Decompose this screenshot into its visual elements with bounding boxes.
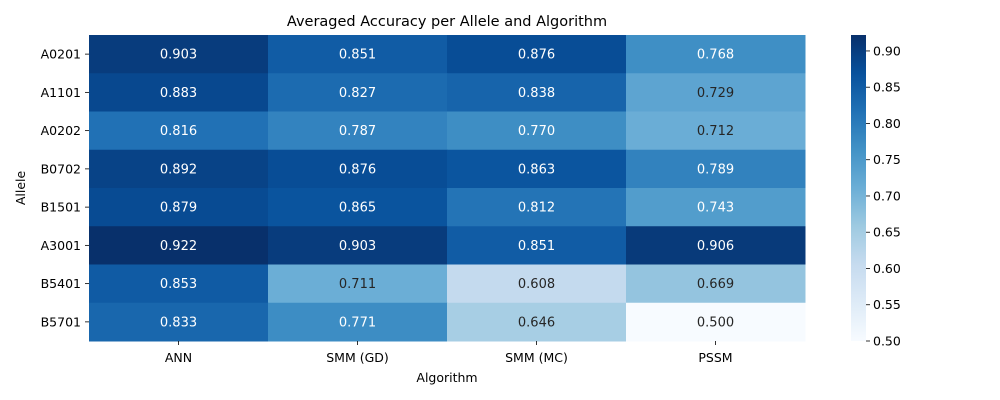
y-tick-label: B5401 bbox=[41, 276, 81, 291]
heatmap-cell bbox=[89, 111, 269, 151]
cell-value-label: 0.787 bbox=[339, 124, 376, 139]
y-tick-label: B0702 bbox=[41, 161, 81, 176]
cell-value-label: 0.770 bbox=[518, 124, 555, 139]
y-tick-label: B1501 bbox=[41, 200, 81, 215]
heatmap-cell bbox=[268, 302, 448, 342]
heatmap-cell bbox=[626, 302, 806, 342]
colorbar: 0.50 0.55 0.60 0.65 0.70 0.75 0.80 0.85 0.90 bbox=[851, 35, 901, 349]
x-tick-label: ANN bbox=[165, 350, 192, 365]
heatmap-cell bbox=[89, 264, 269, 304]
y-tick-label: A3001 bbox=[41, 238, 81, 253]
cell-value-label: 0.865 bbox=[339, 201, 376, 216]
heatmap-cell bbox=[626, 111, 806, 151]
heatmap-cell bbox=[626, 149, 806, 189]
cell-value-label: 0.879 bbox=[160, 201, 197, 216]
heatmap-cell bbox=[626, 264, 806, 304]
heatmap-cell bbox=[89, 149, 269, 189]
heatmap-cell bbox=[268, 188, 448, 227]
cell-value-label: 0.771 bbox=[339, 315, 376, 330]
colorbar-tick-label: 0.50 bbox=[873, 334, 901, 349]
x-tick-label: SMM (GD) bbox=[326, 350, 389, 365]
x-axis: ANN SMM (GD) SMM (MC) PSSM bbox=[165, 341, 733, 365]
heatmap-cell bbox=[268, 226, 448, 265]
heatmap-cell bbox=[268, 111, 448, 151]
heatmap-cell bbox=[447, 302, 627, 342]
colorbar-tick-label: 0.70 bbox=[873, 188, 901, 203]
heatmap-cell bbox=[89, 73, 269, 112]
y-axis-label: Allele bbox=[13, 171, 28, 206]
cell-value-label: 0.669 bbox=[697, 277, 734, 292]
cell-value-label: 0.903 bbox=[339, 239, 376, 254]
cell-value-label: 0.812 bbox=[518, 201, 555, 216]
colorbar-tick-label: 0.80 bbox=[873, 116, 901, 131]
heatmap-cell bbox=[89, 188, 269, 227]
heatmap-cell bbox=[447, 149, 627, 189]
heatmap-cell bbox=[89, 302, 269, 342]
heatmap-cell bbox=[268, 73, 448, 112]
y-tick-label: A0202 bbox=[41, 123, 81, 138]
y-tick-label: A0201 bbox=[41, 47, 81, 62]
cell-value-label: 0.876 bbox=[339, 162, 376, 177]
cell-value-label: 0.500 bbox=[697, 315, 734, 330]
heatmap-cell bbox=[447, 264, 627, 304]
cell-value-label: 0.608 bbox=[518, 277, 555, 292]
cell-value-label: 0.853 bbox=[160, 277, 197, 292]
y-tick-label: B5701 bbox=[41, 314, 81, 329]
heatmap-cell bbox=[447, 73, 627, 112]
cell-value-label: 0.838 bbox=[518, 86, 555, 101]
colorbar-tick-label: 0.55 bbox=[873, 297, 901, 312]
y-axis: A0201 A1101 A0202 B0702 B1501 A3001 B5401 B5701 bbox=[41, 47, 89, 329]
cell-value-label: 0.743 bbox=[697, 201, 734, 216]
heatmap-cell bbox=[626, 35, 806, 74]
cell-value-label: 0.833 bbox=[160, 315, 197, 330]
cell-value-label: 0.892 bbox=[160, 162, 197, 177]
heatmap-cell bbox=[268, 149, 448, 189]
chart-title: Averaged Accuracy per Allele and Algorit… bbox=[287, 14, 607, 30]
cell-value-label: 0.712 bbox=[697, 124, 734, 139]
colorbar-tick-label: 0.85 bbox=[873, 80, 901, 95]
cell-value-label: 0.851 bbox=[339, 48, 376, 63]
cell-value-label: 0.863 bbox=[518, 162, 555, 177]
cell-value-label: 0.729 bbox=[697, 86, 734, 101]
heatmap-cell bbox=[447, 35, 627, 74]
colorbar-gradient bbox=[851, 35, 866, 341]
heatmap-cell bbox=[447, 111, 627, 151]
x-tick-label: PSSM bbox=[698, 350, 732, 365]
x-tick-label: SMM (MC) bbox=[505, 350, 568, 365]
heatmap-cell bbox=[268, 264, 448, 304]
cell-value-label: 0.768 bbox=[697, 48, 734, 63]
colorbar-tick-label: 0.65 bbox=[873, 225, 901, 240]
heatmap-cell bbox=[89, 35, 269, 74]
cell-value-label: 0.883 bbox=[160, 86, 197, 101]
heatmap-cells: 0.903 0.851 0.876 0.768 0.883 0.827 0.838 0.729… bbox=[89, 35, 806, 342]
heatmap-cell bbox=[626, 188, 806, 227]
cell-value-label: 0.789 bbox=[697, 162, 734, 177]
heatmap-cell bbox=[447, 188, 627, 227]
heatmap-cell bbox=[89, 226, 269, 265]
cell-value-label: 0.906 bbox=[697, 239, 734, 254]
colorbar-tick-label: 0.75 bbox=[873, 152, 901, 167]
cell-value-label: 0.827 bbox=[339, 86, 376, 101]
cell-value-label: 0.876 bbox=[518, 48, 555, 63]
cell-value-label: 0.646 bbox=[518, 315, 555, 330]
heatmap-cell bbox=[447, 226, 627, 265]
y-tick-label: A1101 bbox=[41, 85, 81, 100]
cell-value-label: 0.851 bbox=[518, 239, 555, 254]
colorbar-tick-label: 0.60 bbox=[873, 261, 901, 276]
cell-value-label: 0.922 bbox=[160, 239, 197, 254]
cell-value-label: 0.903 bbox=[160, 48, 197, 63]
heatmap-cell bbox=[626, 226, 806, 265]
heatmap-cell bbox=[268, 35, 448, 74]
colorbar-tick-label: 0.90 bbox=[873, 43, 901, 58]
heatmap-cell bbox=[626, 73, 806, 112]
x-axis-label: Algorithm bbox=[416, 370, 477, 385]
cell-value-label: 0.711 bbox=[339, 277, 376, 292]
cell-value-label: 0.816 bbox=[160, 124, 197, 139]
